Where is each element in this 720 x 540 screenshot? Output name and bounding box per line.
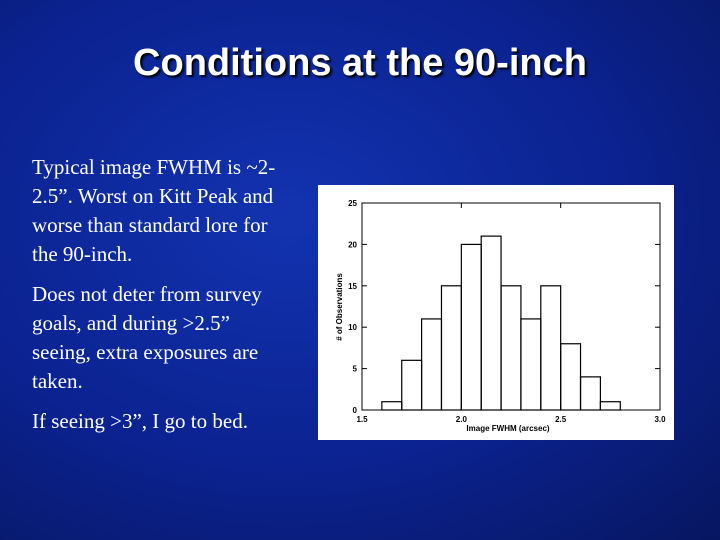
paragraph: If seeing >3”, I go to bed. [32,409,248,433]
histogram-bar [540,285,562,411]
histogram-bar [520,318,542,411]
y-axis-label: # of Observations [335,273,344,341]
histogram-bar [560,343,582,411]
histogram-bar [440,285,462,411]
y-tick-label: 0 [353,406,358,415]
histogram-bar [460,243,482,411]
plot-frame [361,202,661,411]
histogram-bar [381,401,403,411]
x-tick-label: 3.0 [654,415,666,424]
paragraph: Does not deter from survey goals, and du… [32,282,262,393]
x-axis-label: Image FWHM (arcsec) [466,424,549,433]
x-tick-label: 1.5 [356,415,368,424]
histogram-bar [401,359,423,411]
chart: Image FWHM (arcsec) # of Observations 0 5… [318,185,674,440]
y-tick-label: 15 [348,282,357,291]
histogram-bar [420,318,443,411]
y-tick-label: 5 [353,365,358,374]
slide-body: Typical image FWHM is ~2-2.5”. Worst on … [32,153,282,447]
x-tick-label: 2.0 [456,415,468,424]
y-tick-label: 10 [348,323,357,332]
slide-title: Conditions at the 90-inch [133,42,587,84]
histogram-bar [500,285,522,411]
y-tick-label: 25 [348,199,357,208]
histogram-bar [480,235,502,411]
y-tick-label: 20 [348,240,357,249]
paragraph: Typical image FWHM is ~2-2.5”. Worst on … [32,155,276,266]
histogram-bar [599,401,621,411]
histogram-bar [579,376,601,411]
x-tick-label: 2.5 [555,415,567,424]
